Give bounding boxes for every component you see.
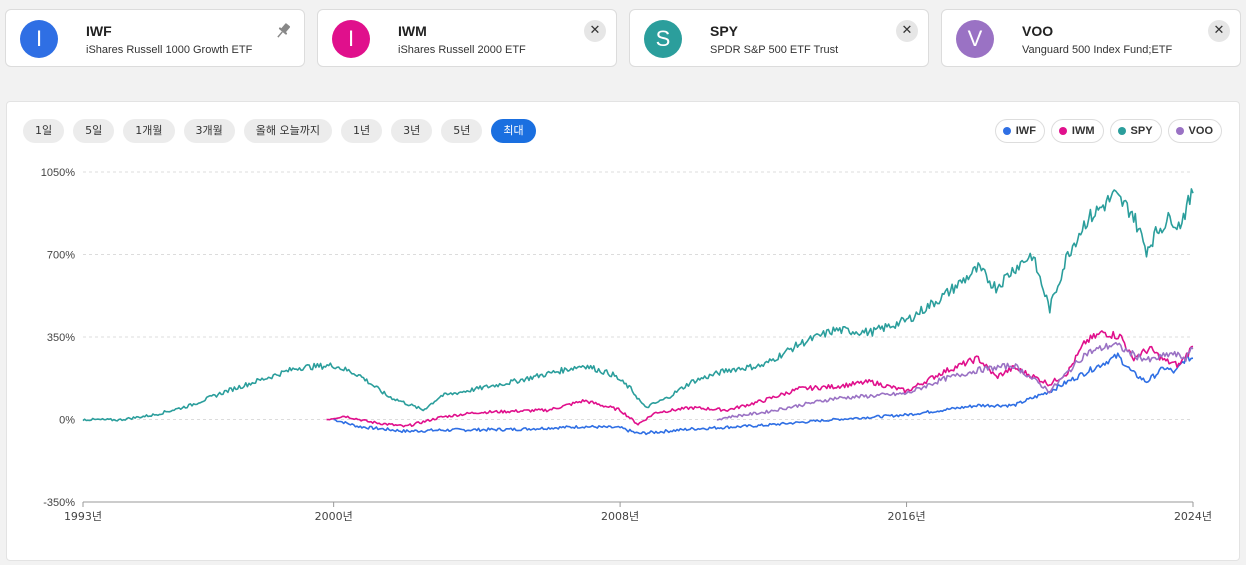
legend-item-voo[interactable]: VOO <box>1167 119 1222 143</box>
ticker-card-spy[interactable]: S SPY SPDR S&P 500 ETF Trust ✕ <box>629 9 929 67</box>
range-1m-button[interactable]: 1개월 <box>123 119 175 143</box>
range-selector: 1일 5일 1개월 3개월 올해 오늘까지 1년 3년 5년 최대 <box>23 119 536 143</box>
range-5y-button[interactable]: 5년 <box>441 119 483 143</box>
range-3m-button[interactable]: 3개월 <box>183 119 235 143</box>
ticker-name: iShares Russell 1000 Growth ETF <box>86 44 253 56</box>
legend-item-iwf[interactable]: IWF <box>994 119 1045 143</box>
ticker-name: SPDR S&P 500 ETF Trust <box>710 44 839 56</box>
close-icon[interactable]: ✕ <box>1208 20 1230 42</box>
legend-label: IWM <box>1071 125 1095 137</box>
range-3y-button[interactable]: 3년 <box>391 119 433 143</box>
close-icon[interactable]: ✕ <box>896 20 918 42</box>
range-1d-button[interactable]: 1일 <box>23 119 65 143</box>
range-5d-button[interactable]: 5일 <box>73 119 115 143</box>
legend-label: IWF <box>1015 125 1036 137</box>
ticker-card-iwm[interactable]: I IWM iShares Russell 2000 ETF ✕ <box>317 9 617 67</box>
ticker-symbol: VOO <box>1022 23 1054 39</box>
range-max-button[interactable]: 최대 <box>491 119 536 143</box>
ticker-symbol: SPY <box>710 23 739 39</box>
legend-label: SPY <box>1130 125 1153 137</box>
legend-item-spy[interactable]: SPY <box>1109 119 1162 143</box>
avatar: I <box>332 20 370 58</box>
range-1y-button[interactable]: 1년 <box>340 119 383 143</box>
avatar: I <box>20 20 58 58</box>
ticker-name: iShares Russell 2000 ETF <box>398 44 526 56</box>
chart-legend: IWF IWM SPY VOO <box>994 119 1222 143</box>
ticker-symbol: IWM <box>398 23 427 39</box>
ticker-symbol: IWF <box>86 23 112 39</box>
legend-label: VOO <box>1188 125 1213 137</box>
pin-icon[interactable] <box>272 20 294 42</box>
legend-item-iwm[interactable]: IWM <box>1050 119 1104 143</box>
range-ytd-button[interactable]: 올해 오늘까지 <box>243 119 332 143</box>
close-icon[interactable]: ✕ <box>584 20 606 42</box>
chart-panel: 1일 5일 1개월 3개월 올해 오늘까지 1년 3년 5년 최대 IWF IW… <box>6 101 1240 561</box>
avatar: V <box>956 20 994 58</box>
ticker-name: Vanguard 500 Index Fund;ETF <box>1022 44 1173 56</box>
ticker-card-iwf[interactable]: I IWF iShares Russell 1000 Growth ETF <box>5 9 305 67</box>
ticker-card-voo[interactable]: V VOO Vanguard 500 Index Fund;ETF ✕ <box>941 9 1241 67</box>
avatar: S <box>644 20 682 58</box>
